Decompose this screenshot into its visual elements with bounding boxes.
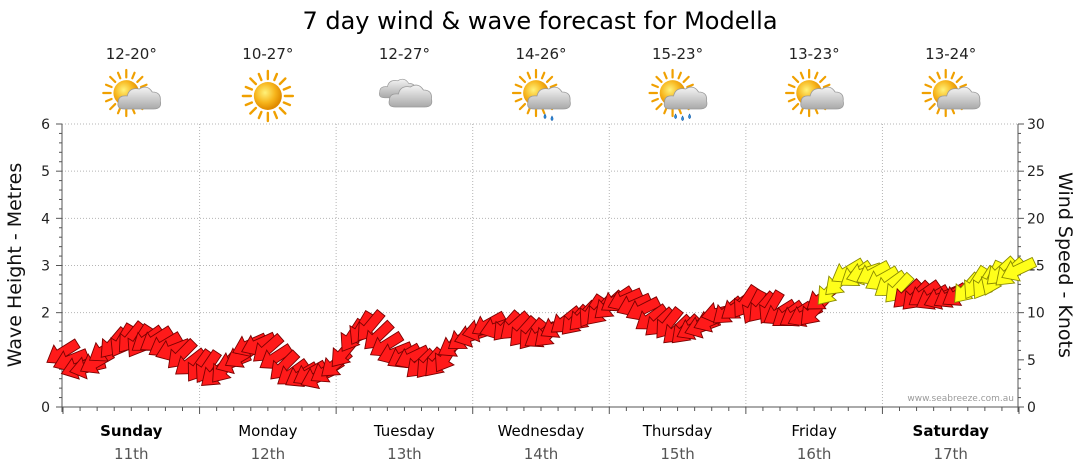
day-label-friday: Friday — [791, 422, 837, 440]
day-label-thursday: Thursday — [642, 422, 713, 440]
sunny-icon — [241, 69, 295, 123]
plot-area: 023456051015202530Wave Height - MetresWi… — [4, 117, 1076, 416]
day-date-label: 16th — [797, 445, 831, 463]
left-tick-label: 6 — [41, 117, 50, 133]
temperature-range: 15-23° — [652, 45, 703, 63]
partly-cloudy-icon — [102, 68, 162, 118]
day-label-saturday: Saturday — [913, 422, 990, 440]
wind-arrow — [1001, 256, 1038, 282]
temperature-range: 12-27° — [379, 45, 430, 63]
right-tick-label: 0 — [1027, 400, 1036, 416]
temperature-range: 14-26° — [515, 45, 566, 63]
left-tick-label: 4 — [41, 211, 50, 227]
right-tick-label: 20 — [1027, 211, 1045, 227]
left-tick-label: 5 — [41, 164, 50, 180]
day-date-label: 13th — [387, 445, 421, 463]
right-tick-label: 25 — [1027, 164, 1045, 180]
rain-icon — [648, 68, 708, 121]
temperature-range: 13-23° — [789, 45, 840, 63]
day-date-label: 15th — [660, 445, 694, 463]
left-tick-label: 3 — [41, 259, 50, 275]
day-date-label: 12th — [251, 445, 285, 463]
right-tick-label: 10 — [1027, 306, 1045, 322]
day-label-sunday: Sunday — [100, 422, 163, 440]
chart-title: 7 day wind & wave forecast for Modella — [302, 7, 777, 35]
day-label-tuesday: Tuesday — [373, 422, 435, 440]
day-date-label: 17th — [933, 445, 967, 463]
temperature-range: 10-27° — [242, 45, 293, 63]
right-tick-label: 30 — [1027, 117, 1045, 133]
temperature-range: 12-20° — [106, 45, 157, 63]
temperature-range: 13-24° — [925, 45, 976, 63]
watermark: www.seabreeze.com.au — [907, 394, 1014, 404]
day-label-monday: Monday — [238, 422, 297, 440]
left-tick-label: 0 — [41, 400, 50, 416]
right-axis-title: Wind Speed - Knots — [1054, 172, 1076, 358]
showers-icon — [511, 68, 571, 121]
cloudy-icon — [379, 78, 433, 108]
partly-cloudy-icon — [921, 68, 981, 118]
left-tick-label: 2 — [41, 306, 50, 322]
day-date-label: 14th — [524, 445, 558, 463]
day-label-wednesday: Wednesday — [498, 422, 585, 440]
right-tick-label: 5 — [1027, 353, 1036, 369]
left-axis-title: Wave Height - Metres — [4, 163, 26, 367]
partly-cloudy-icon — [785, 68, 844, 118]
day-date-label: 11th — [114, 445, 148, 463]
